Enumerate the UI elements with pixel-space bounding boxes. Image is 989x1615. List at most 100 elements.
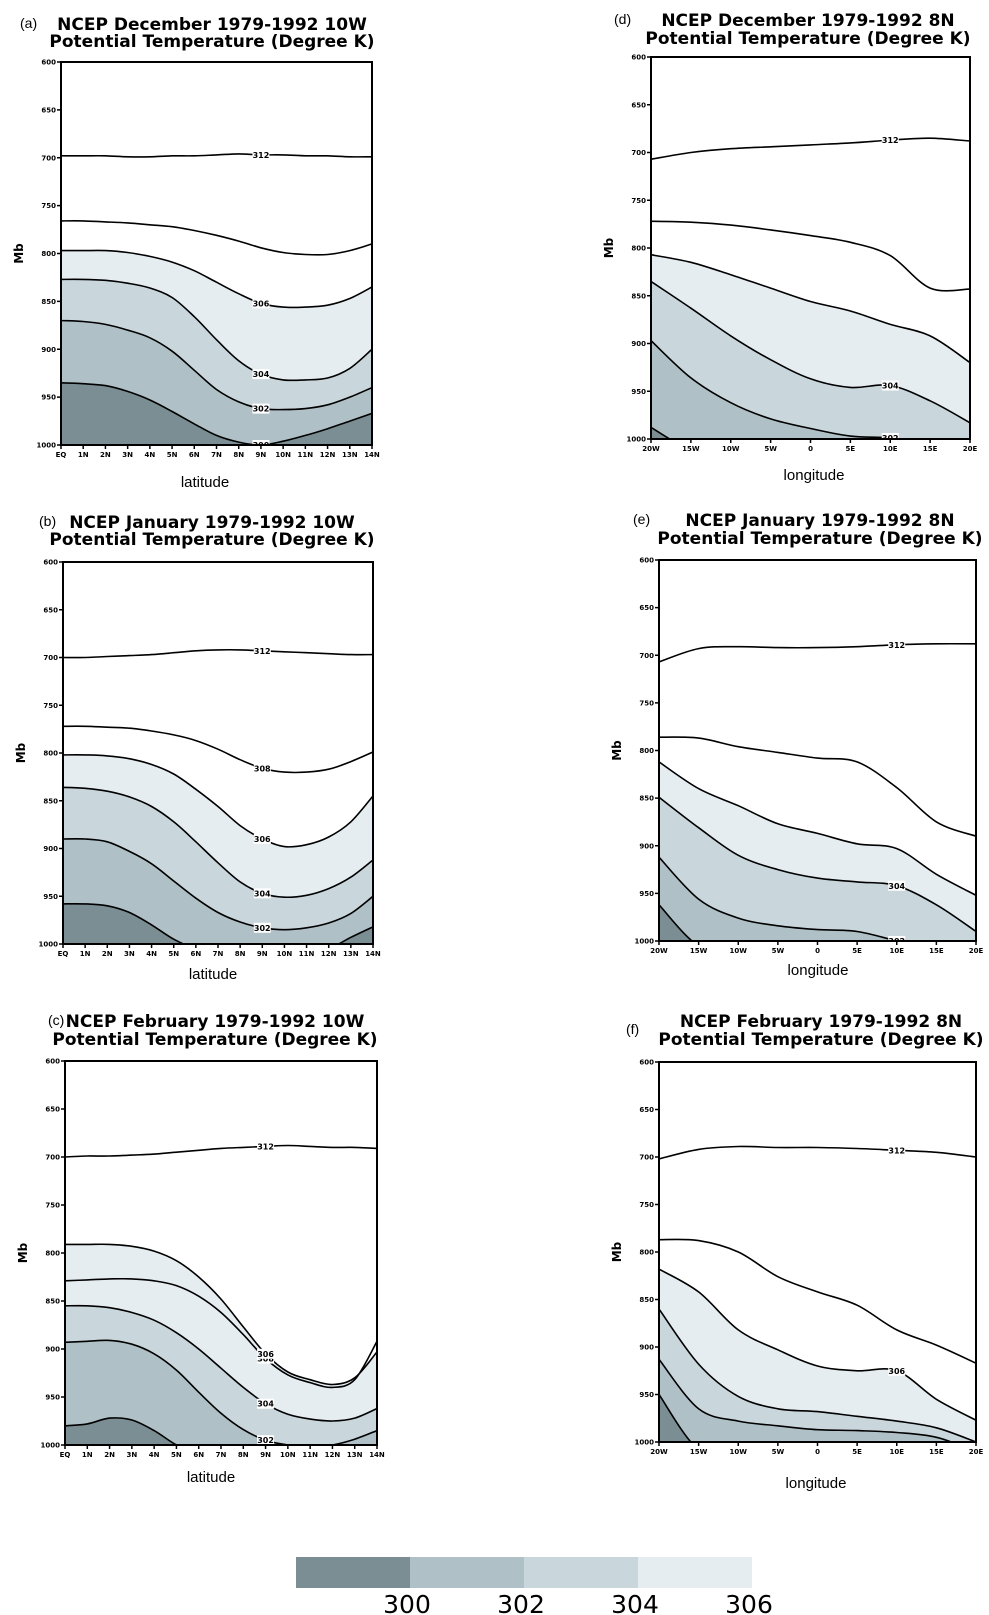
- x-tick-label: 5E: [852, 1448, 862, 1456]
- x-tick-label: EQ: [58, 950, 69, 958]
- x-tick-label: 0: [815, 947, 820, 955]
- legend-label: 302: [497, 1590, 545, 1615]
- legend-swatch: [524, 1557, 638, 1588]
- y-tick-label: 750: [45, 1202, 60, 1210]
- x-tick-label: 8N: [238, 1451, 249, 1459]
- contour-fill-300: [659, 1394, 691, 1442]
- x-tick-label: 5E: [846, 445, 856, 453]
- panel-a: 312 306 304 302 300 600 650 700 750 800 850 900 950 1…: [12, 15, 380, 491]
- contour-label-bg: [888, 936, 906, 941]
- plot-area: 312 306: [659, 1062, 976, 1442]
- panel-b: 3123083063043023006006507007508008509009…: [14, 513, 381, 983]
- contour-label-306: 306: [888, 1367, 905, 1376]
- contour-fill-300: [63, 903, 373, 944]
- y-tick-label: 1000: [37, 442, 57, 450]
- x-tick-label: 10N: [277, 950, 293, 958]
- y-tick-label: 700: [41, 154, 56, 162]
- y-tick-label: 850: [43, 797, 58, 805]
- x-axis-label: latitude: [189, 966, 237, 983]
- x-tick-label: 10N: [275, 451, 291, 459]
- x-tick-label: 5W: [764, 445, 777, 453]
- contour-line-308: [65, 1277, 377, 1389]
- contour-label-bg: [257, 1398, 275, 1409]
- x-tick-label: 6N: [189, 451, 200, 459]
- contour-label-bg: [888, 1365, 906, 1376]
- y-tick-label: 650: [41, 106, 56, 114]
- chart-title: NCEP January 1979-1992 8N: [685, 511, 954, 531]
- contour-label-bg: [888, 639, 906, 650]
- contour-fill-300: [65, 1417, 177, 1445]
- contour-line-312: [659, 642, 976, 663]
- panel-label: (b): [39, 513, 56, 529]
- x-tick-label: 9N: [260, 1451, 271, 1459]
- x-axis-label: longitude: [784, 467, 845, 484]
- contour-label-312: 312: [888, 1146, 905, 1155]
- contour-label-312: 312: [253, 151, 270, 160]
- contour-label-304: 304: [257, 1400, 274, 1409]
- contour-fill-304: [659, 1309, 976, 1442]
- y-tick-label: 700: [45, 1154, 60, 1162]
- panel-e: 312 304 302 600 650 700 750 800 850 900 950 100020W…: [610, 511, 983, 979]
- x-tick-label: 7N: [213, 950, 224, 958]
- panel-label: (c): [48, 1012, 64, 1028]
- contour-line-312: [65, 1144, 377, 1158]
- contour-label-306: 306: [253, 299, 270, 308]
- contour-line-308: [659, 736, 976, 837]
- contour-line-302: [651, 340, 903, 439]
- x-tick-label: 20W: [642, 445, 660, 453]
- contour-line-308: [63, 725, 373, 774]
- x-tick-label: 10E: [883, 445, 898, 453]
- y-axis-label: Mb: [610, 1241, 624, 1262]
- y-tick-label: 900: [41, 346, 56, 354]
- x-tick-label: 7N: [216, 1451, 227, 1459]
- contour-label-306: 306: [254, 835, 271, 844]
- contour-label-bg: [252, 440, 270, 445]
- contour-label-304: 304: [254, 889, 271, 898]
- y-tick-label: 700: [639, 1154, 654, 1162]
- contour-line-312: [63, 648, 373, 659]
- x-tick-label: 11N: [298, 451, 314, 459]
- y-tick-label: 600: [43, 559, 58, 567]
- x-tick-label: 12N: [320, 451, 336, 459]
- y-tick-label: 600: [631, 54, 646, 62]
- contour-label-304: 304: [888, 882, 905, 891]
- x-tick-label: 15E: [929, 947, 944, 955]
- y-tick-label: 850: [631, 292, 646, 300]
- y-tick-label: 700: [639, 652, 654, 660]
- x-tick-label: EQ: [56, 451, 67, 459]
- y-tick-label: 950: [43, 893, 58, 901]
- y-tick-label: 800: [41, 250, 56, 258]
- x-tick-label: 10W: [730, 947, 748, 955]
- y-tick-label: 900: [631, 340, 646, 348]
- x-tick-label: 1N: [82, 1451, 93, 1459]
- x-tick-label: 1N: [80, 950, 91, 958]
- chart-subtitle: Potential Temperature (Degree K): [645, 29, 970, 49]
- x-tick-label: 10E: [889, 947, 904, 955]
- x-tick-label: EQ: [60, 1451, 71, 1459]
- x-tick-label: 5E: [852, 947, 862, 955]
- contour-line-300: [61, 382, 372, 445]
- y-tick-label: 850: [45, 1298, 60, 1306]
- y-tick-label: 650: [639, 1106, 654, 1114]
- contour-line-302: [659, 856, 901, 941]
- contour-label-304: 304: [253, 370, 270, 379]
- contour-fill-300: [659, 904, 693, 941]
- x-axis-label: longitude: [788, 962, 849, 979]
- x-tick-label: 15W: [682, 445, 700, 453]
- contour-line-304: [651, 280, 970, 424]
- x-tick-label: 2N: [102, 950, 113, 958]
- contour-fill-304: [659, 797, 976, 941]
- contour-line-302: [659, 1358, 954, 1442]
- y-axis-label: Mb: [610, 740, 624, 761]
- contour-label-bg: [257, 1348, 275, 1359]
- y-tick-label: 650: [43, 606, 58, 614]
- contour-label-bg: [257, 1435, 275, 1445]
- x-tick-label: 12N: [321, 950, 337, 958]
- y-tick-label: 950: [639, 890, 654, 898]
- y-axis-label: Mb: [602, 237, 616, 258]
- chart-subtitle: Potential Temperature (Degree K): [658, 1030, 983, 1050]
- contour-line-312: [61, 153, 372, 158]
- contour-line-302: [65, 1339, 377, 1445]
- y-axis-label: Mb: [16, 1242, 30, 1263]
